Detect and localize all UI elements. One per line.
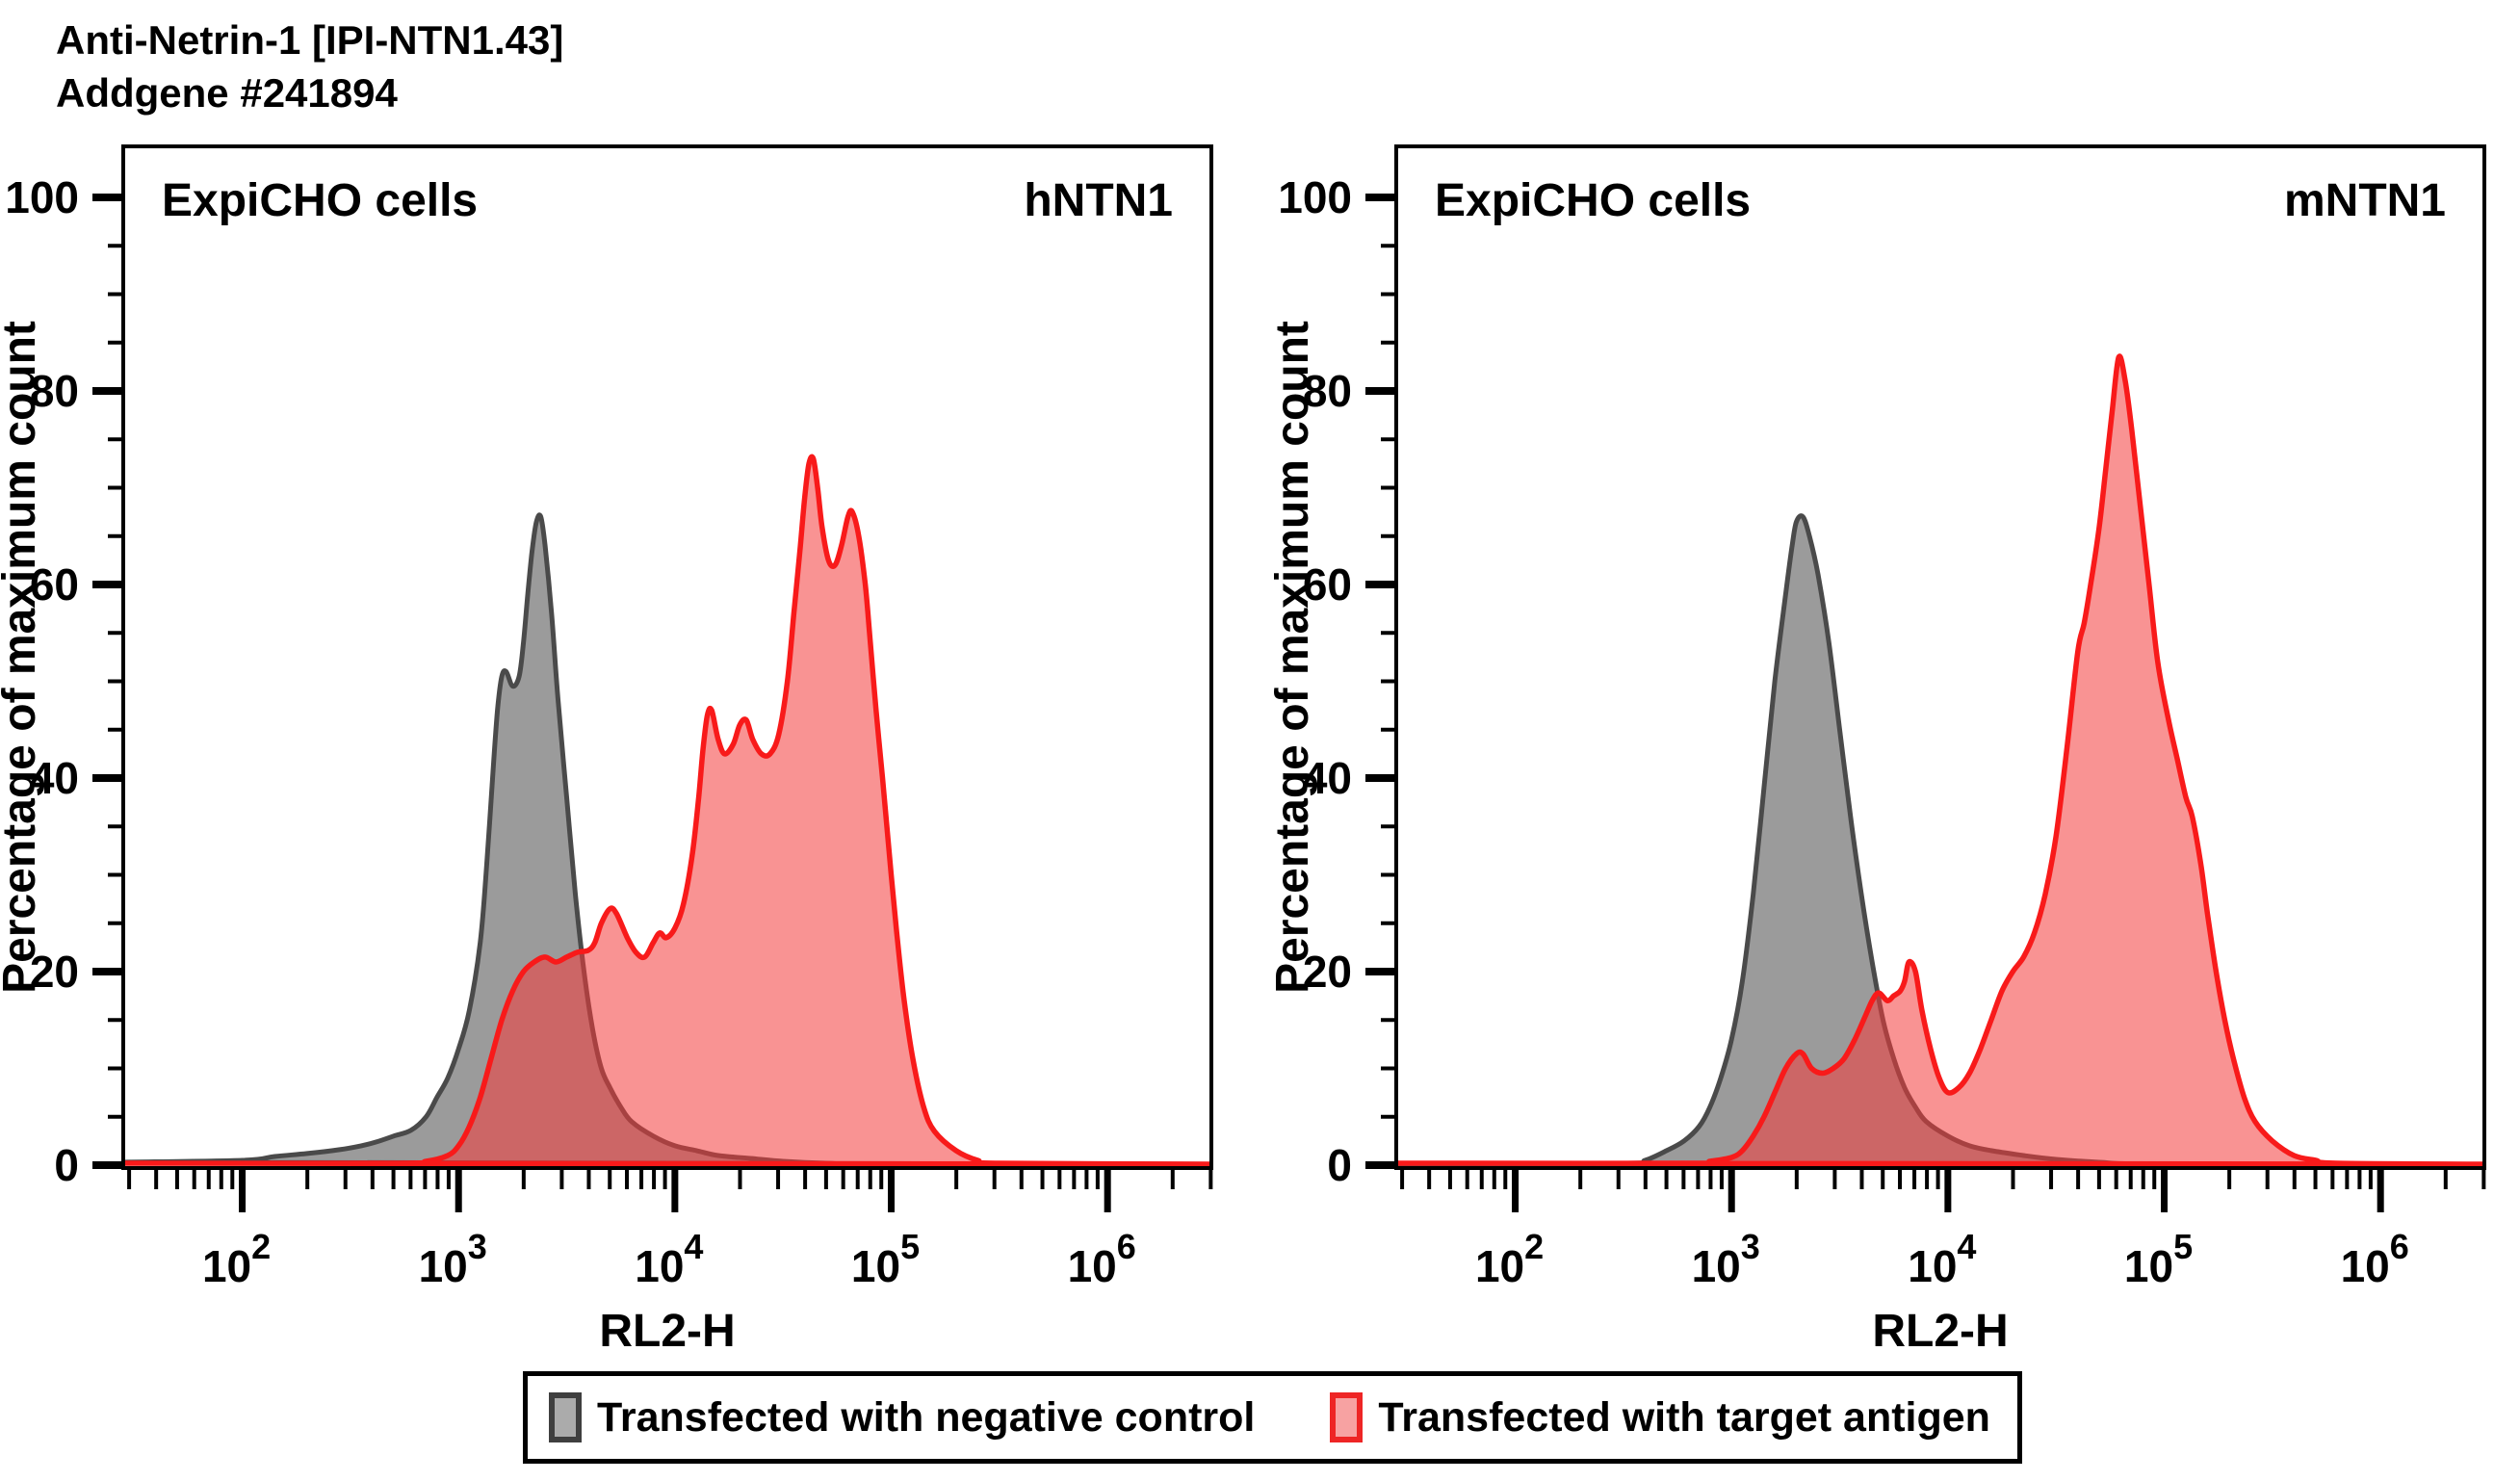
plot-border-left [121, 144, 1213, 1170]
x-axis-title-left: RL2-H [599, 1306, 735, 1357]
y-axis-title-right: Percentage of maximum count [1267, 321, 1318, 994]
y-tick-label: 40 [30, 753, 79, 803]
curve-target-antigen-left [123, 454, 1211, 1167]
x-tick-label: 106 [1068, 1227, 1136, 1291]
y-tick-label: 60 [1303, 559, 1352, 610]
figure-title-line1: Anti-Netrin-1 [IPI-NTN1.43] [56, 17, 564, 63]
plot-border-right [1394, 144, 2486, 1170]
antigen-label-right: mNTN1 [2284, 175, 2446, 226]
legend-label-negative-control: Transfected with negative control [597, 1393, 1256, 1441]
panel-left: 102 103 104 105 106 0 20 40 60 80 100 ExpiCHO cells… [0, 144, 1213, 1357]
curves-right [1396, 353, 2484, 1167]
y-axis-ticks-left: 0 20 40 60 80 100 [5, 172, 123, 1190]
x-axis-ticks-left: 102 103 104 105 106 [127, 1168, 1213, 1291]
legend-label-target-antigen: Transfected with target antigen [1378, 1393, 1990, 1441]
curve-negative-control-right [1396, 513, 2484, 1167]
x-tick-label: 104 [1908, 1227, 1976, 1291]
y-tick-label: 20 [30, 947, 79, 997]
x-tick-label: 105 [2124, 1227, 2193, 1291]
curve-target-antigen-right [1396, 353, 2484, 1167]
y-tick-label: 80 [1303, 366, 1352, 416]
y-tick-label: 100 [5, 172, 79, 222]
x-tick-label: 102 [1475, 1227, 1544, 1291]
legend: Transfected with negative control Transf… [523, 1371, 2022, 1464]
x-tick-label: 104 [635, 1227, 703, 1291]
y-tick-label: 40 [1303, 753, 1352, 803]
x-axis-title-right: RL2-H [1872, 1306, 2008, 1357]
x-tick-label: 106 [2341, 1227, 2409, 1291]
target-antigen-swatch-icon [1330, 1392, 1364, 1442]
y-tick-label: 60 [30, 559, 79, 610]
negative-control-swatch-icon [549, 1392, 582, 1442]
curves-left [123, 454, 1211, 1167]
y-tick-label: 0 [1327, 1140, 1352, 1190]
y-axis-title-left: Percentage of maximum count [0, 321, 45, 994]
panel-right: 102 103 104 105 106 0 20 40 60 80 100 ExpiCHO cells… [1267, 144, 2486, 1357]
y-tick-label: 20 [1303, 947, 1352, 997]
cell-line-label-left: ExpiCHO cells [162, 175, 478, 226]
cell-line-label-right: ExpiCHO cells [1435, 175, 1751, 226]
x-tick-label: 105 [851, 1227, 920, 1291]
legend-item-target-antigen: Transfected with target antigen [1330, 1392, 1990, 1442]
y-tick-label: 0 [54, 1140, 79, 1190]
x-tick-label: 103 [419, 1227, 487, 1291]
y-tick-label: 80 [30, 366, 79, 416]
x-axis-ticks-right: 102 103 104 105 106 [1400, 1168, 2486, 1291]
x-tick-label: 103 [1692, 1227, 1760, 1291]
figure-title-line2: Addgene #241894 [56, 70, 398, 117]
y-axis-ticks-right: 0 20 40 60 80 100 [1278, 172, 1396, 1190]
figure-title: Anti-Netrin-1 [IPI-NTN1.43] Addgene #241… [56, 13, 563, 120]
y-tick-label: 100 [1278, 172, 1352, 222]
antigen-label-left: hNTN1 [1024, 175, 1173, 226]
legend-item-negative-control: Transfected with negative control [549, 1392, 1255, 1442]
x-tick-label: 102 [202, 1227, 271, 1291]
